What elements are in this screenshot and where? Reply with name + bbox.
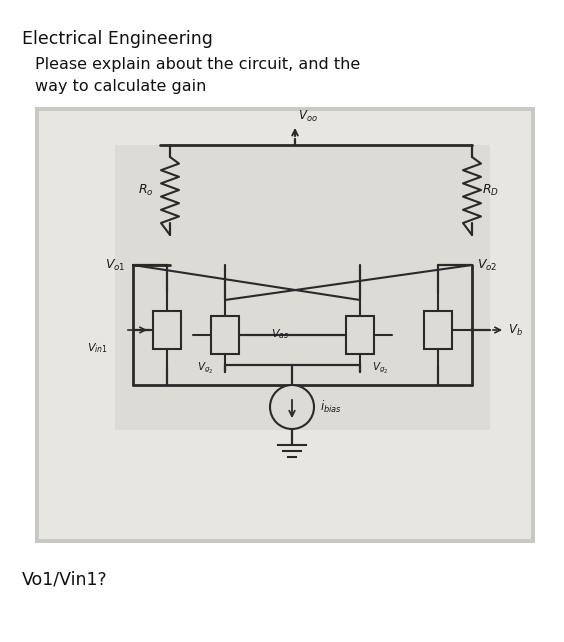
Text: $V_{g_2}$: $V_{g_2}$ [372, 360, 389, 375]
Bar [39, 111, 531, 539]
Text: $V_{o2}$: $V_{o2}$ [477, 257, 497, 273]
Text: $R_D$: $R_D$ [482, 182, 499, 198]
Bar [115, 145, 490, 430]
Text: $i_{bias}$: $i_{bias}$ [320, 399, 342, 415]
Text: way to calculate gain: way to calculate gain [35, 79, 206, 94]
Bar [424, 311, 452, 349]
Text: $V_{as}$: $V_{as}$ [271, 327, 289, 341]
Circle shape [270, 385, 314, 429]
Bar [153, 311, 181, 349]
Text: $V_{oo}$: $V_{oo}$ [298, 109, 318, 124]
Bar [35, 107, 535, 543]
Text: Electrical Engineering: Electrical Engineering [22, 30, 213, 48]
Bar [211, 316, 239, 354]
Text: Please explain about the circuit, and the: Please explain about the circuit, and th… [35, 57, 360, 72]
Text: Vo1/Vin1?: Vo1/Vin1? [22, 570, 108, 588]
Text: $R_o$: $R_o$ [138, 182, 153, 198]
Text: $V_{in1}$: $V_{in1}$ [87, 341, 108, 355]
Bar [346, 316, 374, 354]
Text: $V_{g_2}$: $V_{g_2}$ [196, 360, 213, 375]
Text: $V_{o1}$: $V_{o1}$ [105, 257, 126, 273]
Text: $V_b$: $V_b$ [508, 322, 523, 338]
